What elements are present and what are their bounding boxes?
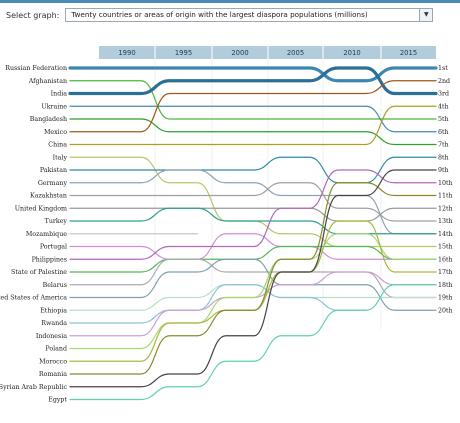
year-label: 2005 — [287, 49, 304, 57]
rank-label: 3rd — [438, 91, 449, 98]
country-label: Ukraine — [41, 103, 67, 110]
series-line[interactable] — [69, 105, 437, 146]
country-label: Russian Federation — [5, 65, 67, 72]
country-label: Indonesia — [36, 333, 67, 340]
series-line[interactable] — [69, 169, 437, 388]
year-header: 1990 1995 2000 2005 2010 2015 — [99, 46, 436, 59]
rank-label: 11th — [438, 193, 453, 200]
country-label: Rwanda — [41, 320, 67, 327]
rank-label: 1st — [438, 65, 448, 72]
rank-label: 15th — [438, 244, 453, 251]
country-label: United States of America — [0, 295, 67, 302]
series-line[interactable] — [69, 220, 437, 362]
series-line[interactable] — [68, 66, 438, 96]
series-line[interactable] — [69, 182, 437, 222]
country-label: United Kingdom — [15, 205, 67, 212]
graph-select-value: Twenty countries or areas of origin with… — [71, 10, 368, 19]
country-label: State of Palestine — [11, 269, 67, 276]
graph-select-dropdown[interactable]: Twenty countries or areas of origin with… — [65, 8, 434, 22]
year-label: 2010 — [343, 49, 360, 57]
series-line[interactable] — [69, 169, 437, 260]
country-label: Egypt — [48, 397, 67, 404]
chevron-down-icon[interactable]: ▼ — [419, 9, 433, 21]
series-line[interactable] — [69, 156, 437, 184]
country-label: India — [51, 91, 68, 98]
country-label: China — [48, 142, 67, 149]
year-label: 2000 — [231, 49, 248, 57]
series-line[interactable] — [69, 118, 437, 146]
rank-label: 14th — [438, 231, 453, 238]
select-graph-label: Select graph: — [6, 10, 60, 20]
rank-label: 16th — [438, 256, 453, 263]
rank-label: 8th — [438, 154, 449, 161]
country-label: Mozambique — [26, 231, 67, 238]
rank-label: 12th — [438, 205, 453, 212]
country-label: Portugal — [40, 244, 67, 251]
country-label: Romania — [39, 371, 67, 378]
series-line[interactable] — [69, 258, 437, 299]
top-accent-bar — [0, 0, 460, 3]
rank-label: 10th — [438, 180, 453, 187]
rank-label: 9th — [438, 167, 449, 174]
year-label: 1995 — [175, 49, 192, 57]
rank-label: 4th — [438, 103, 449, 110]
series-line[interactable] — [69, 207, 437, 235]
rank-label: 20th — [438, 307, 453, 314]
country-label: Morocco — [39, 358, 67, 365]
series-line[interactable] — [69, 80, 437, 120]
country-label: Belarus — [43, 282, 67, 289]
graph-selector-row: Select graph: Twenty countries or areas … — [6, 6, 434, 24]
series-lines — [68, 66, 438, 401]
rank-label: 6th — [438, 129, 449, 136]
rank-label: 2nd — [438, 78, 450, 85]
series-line[interactable] — [69, 284, 437, 401]
series-line[interactable] — [69, 207, 437, 222]
series-line[interactable] — [69, 245, 437, 273]
rank-label: 17th — [438, 269, 453, 276]
rank-label: 7th — [438, 142, 449, 149]
year-label: 1990 — [118, 49, 135, 57]
country-label: Ethiopia — [40, 307, 67, 314]
series-line[interactable] — [68, 66, 438, 83]
country-label: Pakistan — [40, 167, 67, 174]
year-label: 2015 — [400, 49, 417, 57]
rank-label: 5th — [438, 116, 449, 123]
country-label: Italy — [53, 154, 68, 161]
country-label: Philippines — [32, 256, 67, 263]
series-line[interactable] — [69, 258, 437, 311]
country-label: Afghanistan — [28, 78, 67, 85]
series-line[interactable] — [69, 169, 437, 235]
rank-label: 18th — [438, 282, 453, 289]
rank-label: 19th — [438, 295, 453, 302]
series-line[interactable] — [69, 182, 437, 375]
series-line[interactable] — [69, 80, 437, 133]
country-label: Poland — [45, 346, 67, 353]
country-label: Turkey — [45, 218, 68, 225]
country-label: Germany — [38, 180, 68, 187]
country-label: Mexico — [44, 129, 67, 136]
series-line[interactable] — [69, 233, 437, 260]
country-label: Kazakhstan — [30, 193, 67, 200]
series-line[interactable] — [69, 284, 367, 324]
country-label: Syrian Arab Republic — [0, 384, 67, 391]
rank-label: 13th — [438, 218, 453, 225]
country-label: Bangladesh — [30, 116, 67, 123]
country-labels: Russian Federation Afghanistan India Ukrain… — [0, 65, 67, 404]
series-line[interactable] — [69, 105, 437, 133]
rank-labels: 1st 2nd 3rd 4th 5th 6th 7th 8th 9th 10th 11th 12th 1… — [438, 65, 453, 314]
